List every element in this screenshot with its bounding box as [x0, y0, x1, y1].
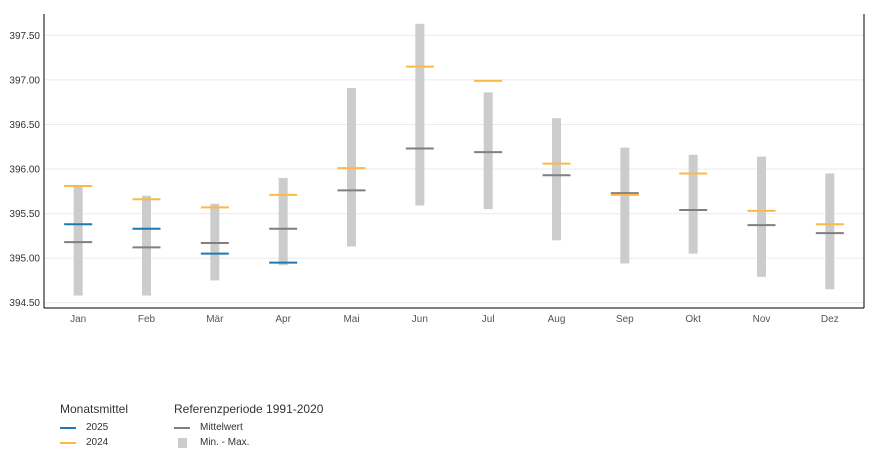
legend-item-min-max: Min. - Max.	[174, 435, 323, 450]
range-bar	[142, 195, 151, 296]
x-tick-label: Jun	[412, 314, 428, 325]
range-bar	[688, 154, 698, 254]
y-tick-label: 396.50	[9, 120, 40, 131]
axes	[43, 14, 865, 309]
legend-title-referenzperiode: Referenzperiode 1991-2020	[174, 402, 324, 416]
y-tick-label: 397.00	[9, 75, 40, 86]
legend-swatch-2024	[60, 441, 76, 444]
range-bar	[620, 147, 630, 264]
legend-swatch-2025	[60, 426, 76, 429]
x-tick-label: Mai	[343, 314, 359, 325]
x-tick-label: Dez	[821, 314, 839, 325]
x-tick-label: Apr	[275, 314, 291, 325]
legend-swatch-min-max	[178, 437, 187, 448]
legend-label-min-max: Min. - Max.	[200, 437, 250, 448]
y-tick-label: 395.50	[9, 209, 40, 220]
legend-item-mittelwert: Mittelwert	[174, 420, 323, 435]
range-bar	[415, 23, 425, 206]
range-bar	[552, 118, 561, 241]
x-tick-label: Sep	[616, 314, 634, 325]
legend-monatsmittel: Monatsmittel 2025 2024	[60, 402, 128, 450]
x-tick-label: Aug	[548, 314, 566, 325]
x-tick-labels: Jan Feb Mär Apr Mai Jun Jul Aug Sep Okt Nov Dez	[70, 314, 839, 325]
legend-label-mittelwert: Mittelwert	[200, 422, 243, 433]
y-tick-label: 396.00	[9, 165, 40, 176]
legend-label-2025: 2025	[86, 422, 109, 433]
range-bar	[73, 185, 83, 296]
legend-item-2024: 2024	[60, 435, 128, 450]
range-bar	[483, 92, 493, 210]
legend-referenzperiode: Referenzperiode 1991-2020 Mittelwert Min…	[174, 402, 323, 450]
x-tick-label: Mär	[206, 314, 224, 325]
y-tick-label: 395.00	[9, 254, 40, 265]
range-bar	[757, 156, 766, 277]
legend-title-monatsmittel: Monatsmittel	[60, 402, 129, 416]
range-bar	[278, 177, 288, 266]
x-tick-label: Jul	[482, 314, 495, 325]
y-tick-labels: 394.50 395.00 395.50 396.00 396.50 397.00 397.…	[9, 31, 40, 309]
grid-lines	[44, 34, 864, 304]
x-tick-label: Okt	[685, 314, 701, 325]
x-tick-label: Feb	[138, 314, 156, 325]
x-tick-label: Nov	[753, 314, 771, 325]
range-bar	[825, 173, 835, 290]
legend-item-2025: 2025	[60, 420, 128, 435]
marker-lines	[64, 65, 844, 264]
y-tick-label: 397.50	[9, 31, 40, 42]
legend-label-2024: 2024	[86, 437, 109, 448]
x-tick-label: Jan	[70, 314, 86, 325]
range-bars	[73, 23, 835, 296]
y-tick-label: 394.50	[9, 298, 40, 309]
legend-swatch-mittelwert	[174, 426, 190, 429]
